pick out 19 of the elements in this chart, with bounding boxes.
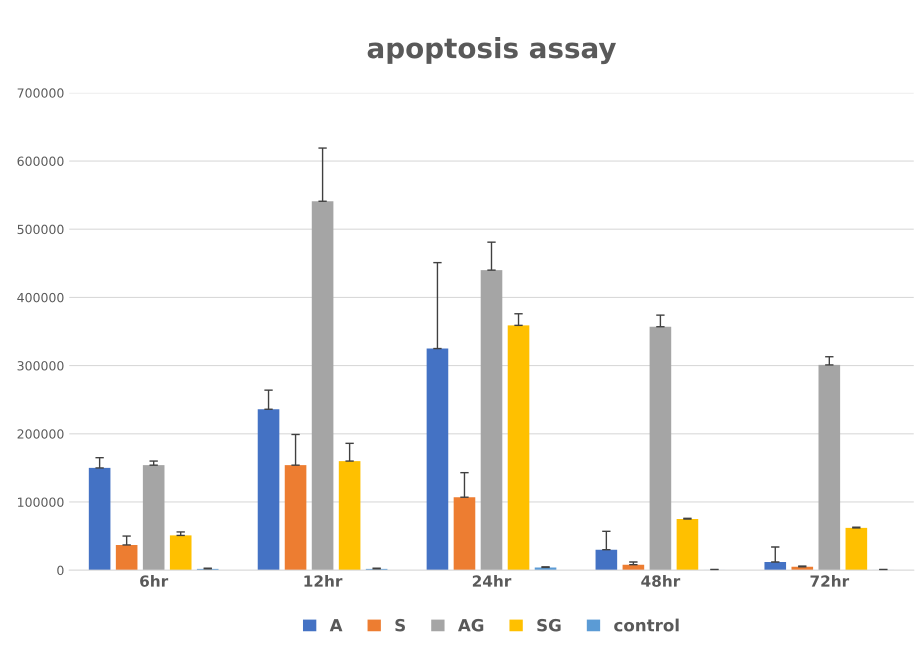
x-tick-label: 12hr bbox=[304, 575, 342, 587]
legend-label: S bbox=[395, 618, 405, 632]
y-tick-label: 700000 bbox=[18, 88, 64, 98]
legend-label: SG bbox=[537, 618, 561, 632]
x-tick-label: 24hr bbox=[472, 575, 512, 587]
legend-label: AG bbox=[458, 618, 484, 632]
y-tick-label: 600000 bbox=[18, 156, 64, 166]
legend-label: control bbox=[614, 618, 679, 632]
y-tick-label: 100000 bbox=[18, 497, 64, 507]
legend-label: A bbox=[330, 619, 342, 632]
x-tick-label: 48hr bbox=[641, 575, 680, 587]
x-tick-label: 6hr bbox=[140, 575, 168, 587]
y-tick-label: 300000 bbox=[18, 361, 64, 371]
chart-title: apoptosis assay bbox=[368, 36, 616, 64]
y-tick-label: 0 bbox=[57, 566, 64, 576]
y-tick-label: 400000 bbox=[17, 292, 64, 302]
y-tick-label: 500000 bbox=[18, 224, 64, 234]
x-tick-label: 72hr bbox=[810, 575, 850, 587]
y-tick-label: 200000 bbox=[18, 429, 64, 439]
